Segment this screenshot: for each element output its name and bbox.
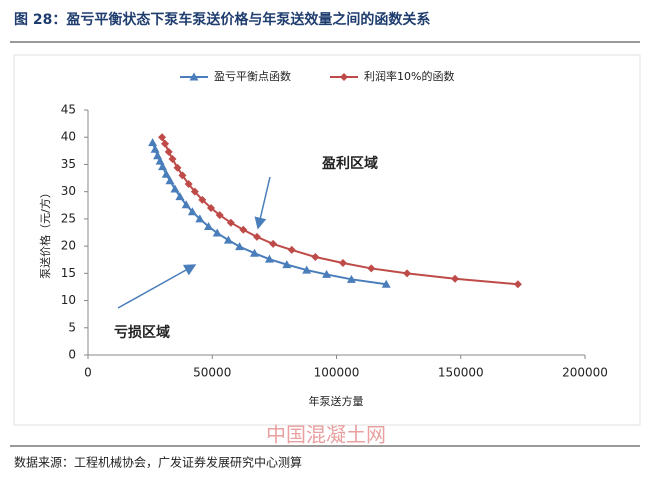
annotation: 盈利区域 [321,155,378,172]
point [226,218,235,227]
point [403,269,412,278]
point [204,222,214,231]
point [338,258,347,267]
point [158,133,167,142]
y-tick-label: 25 [61,211,76,225]
y-tick-label: 10 [61,293,76,307]
point [187,207,197,216]
point [264,254,274,263]
legend-label: 利润率10%的函数 [364,69,454,83]
y-tick-label: 20 [61,239,76,253]
legend-label: 盈亏平衡点函数 [214,70,291,83]
point [223,235,233,244]
x-tick-label: 150000 [438,366,484,380]
point [170,184,180,193]
point [148,138,158,147]
x-tick-label: 100000 [314,366,360,380]
x-tick-label: 50000 [193,366,231,380]
point [212,228,222,237]
point [175,192,185,201]
x-tick-label: 200000 [562,366,608,380]
point [165,176,175,185]
point [161,169,171,178]
point [178,171,187,180]
x-tick-label: 0 [84,366,92,380]
y-tick-label: 35 [61,157,76,171]
point [195,214,205,223]
point [181,200,191,209]
point [381,279,391,288]
y-tick-label: 40 [61,130,76,144]
y-tick-label: 15 [61,266,76,280]
point [161,139,170,148]
point [215,211,224,220]
point [346,274,356,283]
point [269,239,278,248]
point [252,232,261,241]
point [164,147,173,156]
chart-title: 图 28：盈亏平衡状态下泵车泵送价格与年泵送效量之间的函数关系 [14,11,430,28]
point [235,242,245,251]
arrow [254,176,271,230]
y-tick-label: 30 [61,184,76,198]
point [513,280,522,289]
point [239,225,248,234]
point [249,248,259,257]
series-line [161,136,518,286]
point [173,163,182,172]
source: 数据来源：工程机械协会，广发证券发展研究中心测算 [14,455,302,470]
point [451,274,460,283]
point [150,144,160,153]
point [322,269,332,278]
point [168,155,177,163]
y-tick-label: 45 [61,103,76,117]
chart-frame [13,54,641,426]
point [184,180,193,189]
point [282,260,292,269]
point [198,195,207,204]
point [302,265,312,274]
point [367,264,376,273]
y-tick-label: 0 [68,348,76,362]
point [190,187,199,196]
x-axis-label: 年泵送方量 [309,394,364,408]
point [311,253,320,261]
arrow [117,264,197,309]
y-tick-label: 5 [68,320,76,334]
point [207,204,216,212]
point [189,72,199,81]
watermark: 中国混凝土网 [266,423,386,447]
point [158,162,168,171]
annotation: 亏损区域 [114,324,170,341]
point [287,245,296,254]
point [340,73,348,81]
y-axis-label: 泵送价格（元/方） [38,187,52,279]
